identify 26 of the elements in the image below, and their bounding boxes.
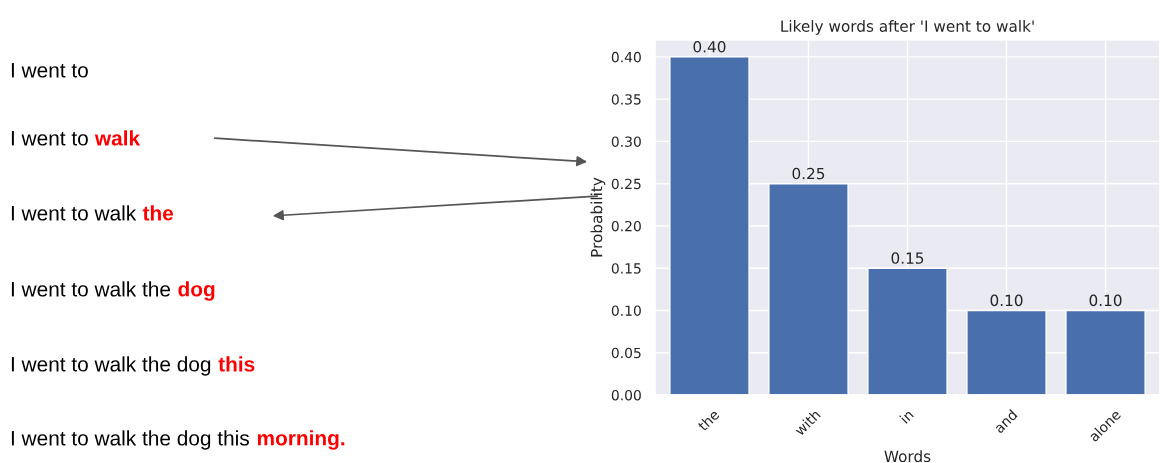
data-label: 0.25 xyxy=(792,167,825,180)
x-axis-title: Words xyxy=(884,450,931,463)
text: I went to walk the dog this morning. xyxy=(11,430,345,450)
data-label: 0.15 xyxy=(891,252,924,264)
y-tick-label: 0.15 xyxy=(611,263,641,274)
text: I went to walk xyxy=(11,130,141,146)
text: I went to walk the xyxy=(11,205,174,221)
text: I went to walk the dog xyxy=(11,281,215,301)
text: I went to xyxy=(11,63,88,78)
x-tick-label: in xyxy=(899,409,914,424)
y-tick-label: 0.05 xyxy=(611,347,641,359)
y-tick-label: 0.10 xyxy=(611,305,641,316)
data-label: 0.10 xyxy=(1089,294,1122,307)
x-tick-label: with xyxy=(793,409,821,437)
y-tick-label: 0.35 xyxy=(611,94,641,105)
y-tick-label: 0.40 xyxy=(611,51,641,63)
y-tick-label: 0.00 xyxy=(611,389,641,401)
chart-title: Likely words after 'I went to walk' xyxy=(781,20,1034,35)
x-tick-label: the xyxy=(696,408,720,432)
text: I went to walk the dog this xyxy=(11,356,255,376)
y-tick-label: 0.30 xyxy=(611,136,641,147)
y-tick-label: 0.20 xyxy=(611,220,641,232)
y-axis-title: Probability xyxy=(590,177,606,257)
data-label: 0.40 xyxy=(693,41,726,53)
y-tick-label: 0.25 xyxy=(611,178,641,190)
data-label: 0.10 xyxy=(990,294,1023,307)
